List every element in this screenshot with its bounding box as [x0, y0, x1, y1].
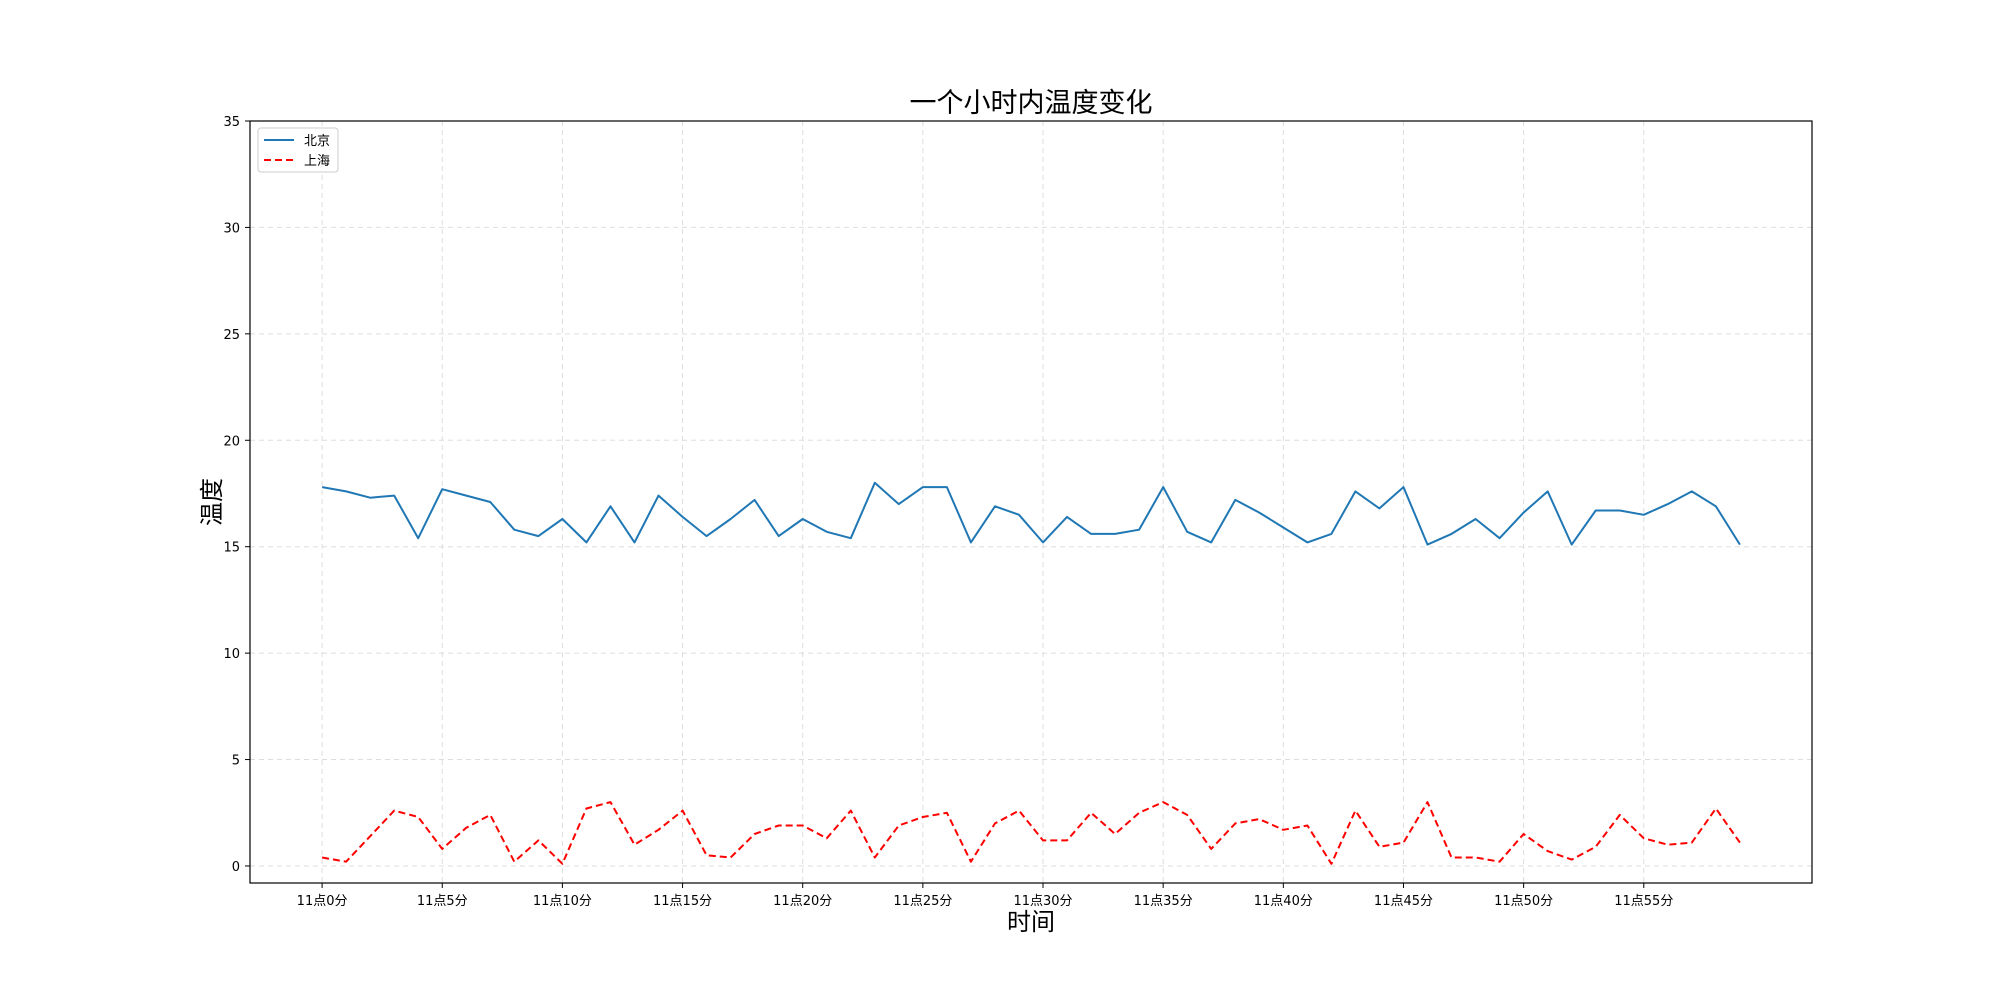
- chart-title: 一个小时内温度变化: [910, 88, 1153, 119]
- series-line-shanghai: [321, 801, 1741, 865]
- x-tick-label: 11点35分: [1134, 894, 1193, 909]
- y-tick-label: 25: [223, 328, 240, 343]
- y-tick-label: 30: [223, 221, 240, 236]
- y-axis-label: 温度: [198, 478, 226, 526]
- x-tick-label: 11点10分: [533, 894, 592, 909]
- x-tick-label: 11点20分: [773, 894, 832, 909]
- legend: 北京 上海: [257, 127, 339, 173]
- y-tick-label: 5: [232, 754, 240, 769]
- series-lines: [321, 481, 1741, 865]
- plot-frame: [249, 120, 1813, 884]
- x-tick-label: 11点55分: [1614, 894, 1673, 909]
- legend-label-shanghai: 上海: [304, 154, 330, 169]
- x-tick-label: 11点25分: [893, 894, 952, 909]
- axis-ticks: 0 5 10 15 20 25 30 35 11点0分 11点5分 11点10分 11点15分 11点2…: [223, 115, 1673, 909]
- x-tick-label: 11点50分: [1494, 894, 1553, 909]
- x-tick-label: 11点5分: [417, 894, 468, 909]
- x-tick-label: 11点45分: [1374, 894, 1433, 909]
- legend-label-beijing: 北京: [304, 134, 330, 149]
- y-tick-label: 15: [223, 541, 240, 556]
- y-tick-label: 0: [232, 860, 240, 875]
- x-axis-label: 时间: [1007, 908, 1055, 936]
- y-tick-label: 20: [223, 434, 240, 449]
- y-tick-label: 10: [223, 647, 240, 662]
- grid-lines: [250, 120, 1812, 883]
- y-tick-label: 35: [223, 115, 240, 130]
- x-tick-label: 11点15分: [653, 894, 712, 909]
- x-tick-label: 11点30分: [1013, 894, 1072, 909]
- x-tick-label: 11点0分: [297, 894, 348, 909]
- x-tick-label: 11点40分: [1254, 894, 1313, 909]
- series-line-beijing: [321, 481, 1741, 546]
